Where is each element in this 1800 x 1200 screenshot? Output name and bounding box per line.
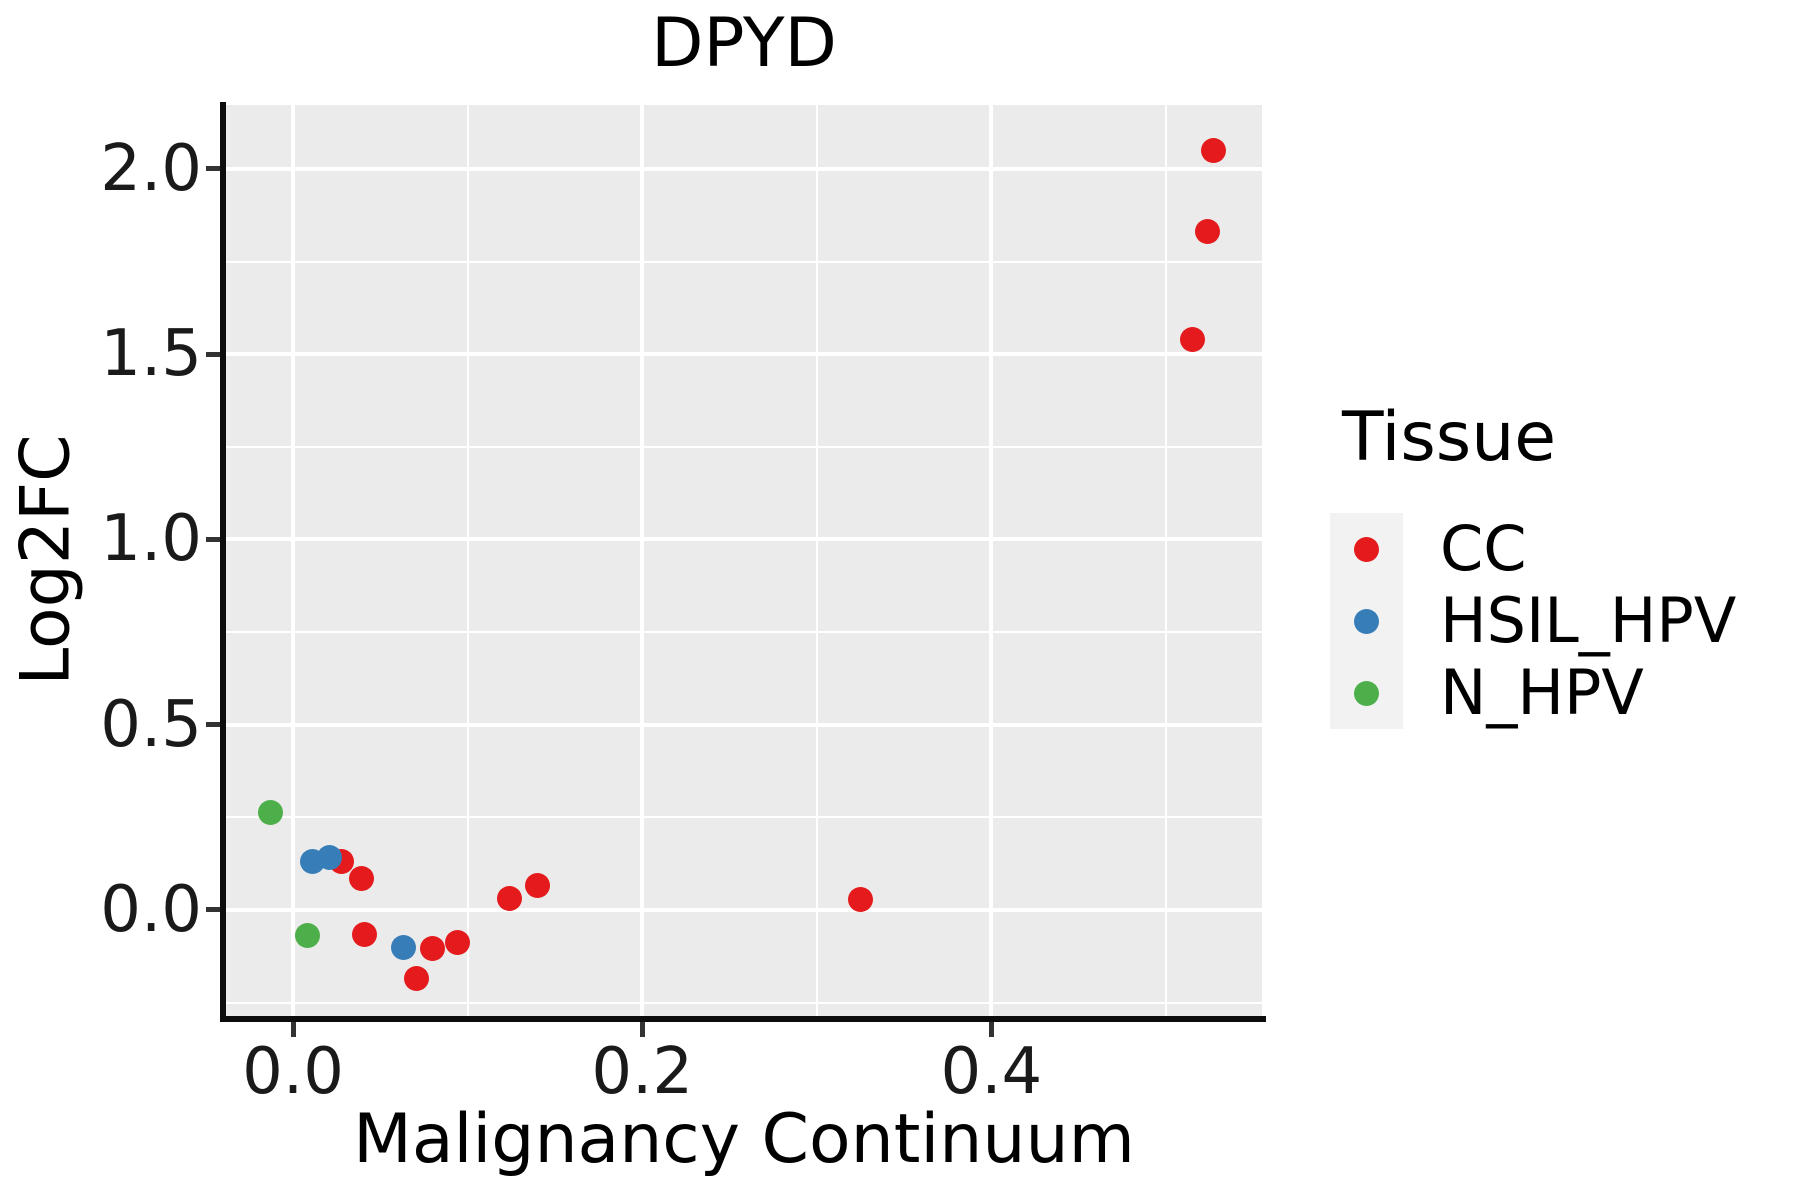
y-tick-label: 0.5 [100,687,202,762]
data-point-cc [524,872,550,898]
legend-items: CC HSIL_HPV N_HPV [1330,513,1736,729]
minor-gridline-y [226,1001,1262,1004]
major-gridline-y [226,537,1262,542]
y-tick-mark [206,536,220,542]
legend-swatch-n_hpv [1354,680,1379,706]
legend-label: HSIL_HPV [1440,584,1737,657]
data-point-cc [1179,326,1205,352]
data-point-cc [444,930,470,956]
y-tick-label: 0.0 [100,872,202,947]
major-gridline-y [226,352,1262,357]
y-tick-label: 1.5 [100,317,202,392]
x-tick-label: 0.0 [242,1035,344,1109]
major-gridline-y [226,166,1262,171]
major-gridline-x [989,105,994,1017]
legend-key [1330,657,1403,729]
minor-gridline-y [226,445,1262,448]
minor-gridline-x [466,105,469,1017]
data-point-cc [348,865,374,891]
legend-item-cc: CC [1330,513,1736,585]
legend-item-n_hpv: N_HPV [1330,657,1736,729]
data-point-cc [847,887,873,913]
minor-gridline-x [1164,105,1167,1017]
minor-gridline-y [226,260,1262,263]
legend: Tissue CC HSIL_HPV N_HPV [1330,398,1736,729]
legend-label: CC [1440,512,1527,585]
data-point-hsil_hpv [390,934,416,960]
data-point-cc [1200,137,1226,163]
data-point-cc [352,921,378,947]
major-gridline-y [226,907,1262,912]
legend-label: N_HPV [1440,656,1644,729]
x-tick-mark [639,1022,645,1037]
x-axis-title: Malignancy Continuum [353,1100,1135,1179]
major-gridline-x [291,105,296,1017]
y-tick-label: 1.0 [100,502,202,577]
data-point-cc [420,936,446,962]
legend-key [1330,513,1403,585]
x-tick-label: 0.2 [591,1035,694,1109]
x-axis-line [220,1016,1266,1022]
y-tick-label: 2.0 [100,131,202,206]
y-tick-mark [206,907,220,913]
data-point-cc [1195,219,1221,245]
x-tick-mark [290,1022,296,1037]
data-point-cc [404,966,430,992]
y-tick-mark [206,351,220,357]
plot-panel [226,105,1262,1017]
minor-gridline-y [226,816,1262,819]
legend-key [1330,585,1403,657]
legend-swatch-hsil_hpv [1354,608,1379,634]
data-point-n_hpv [257,799,283,825]
x-tick-label: 0.4 [940,1035,1043,1109]
data-point-n_hpv [294,923,320,949]
data-point-cc [497,885,523,911]
minor-gridline-x [815,105,818,1017]
data-point-hsil_hpv [317,844,343,870]
legend-title: Tissue [1342,398,1557,477]
major-gridline-y [226,722,1262,727]
x-tick-mark [988,1022,994,1037]
legend-swatch-cc [1354,536,1379,562]
y-tick-mark [206,166,220,172]
chart-title: DPYD [651,4,837,83]
major-gridline-x [640,105,645,1017]
y-axis-line [220,102,226,1022]
minor-gridline-y [226,631,1262,634]
legend-item-hsil_hpv: HSIL_HPV [1330,585,1736,657]
y-tick-mark [206,722,220,728]
